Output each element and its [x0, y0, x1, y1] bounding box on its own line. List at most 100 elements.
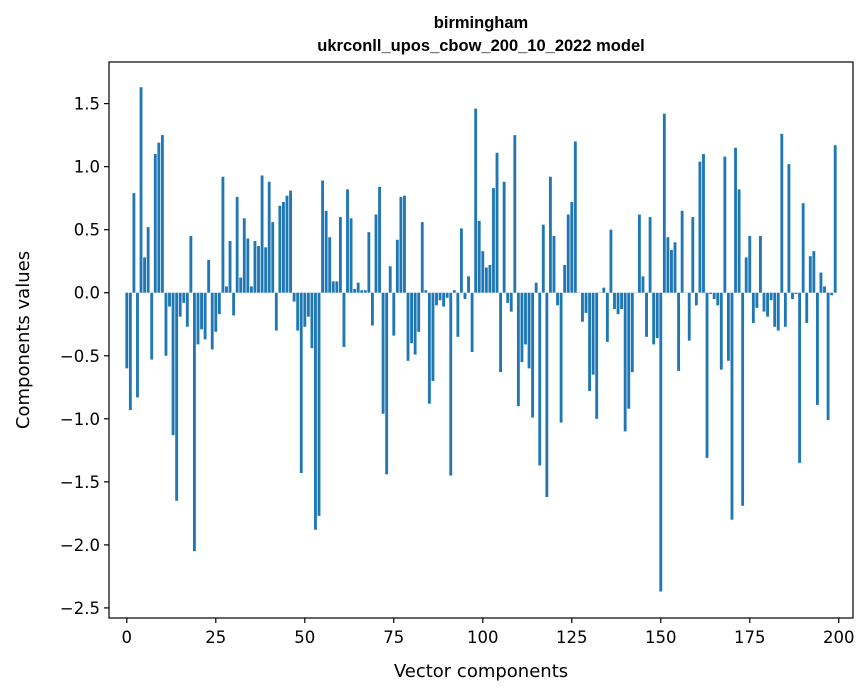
- chart-title: birmingham: [434, 14, 528, 32]
- bar-component-72: [381, 292, 385, 414]
- bar-component-98: [474, 108, 478, 293]
- bar-component-87: [435, 292, 438, 306]
- bar-component-165: [712, 292, 716, 300]
- x-axis-ticks: 0 25 50 75 100 125 150 175 200: [122, 618, 855, 647]
- bar-component-196: [823, 286, 826, 293]
- bar-component-77: [399, 196, 403, 293]
- bar-component-23: [207, 259, 211, 293]
- bar-component-7: [150, 292, 154, 360]
- bar-component-168: [723, 156, 727, 293]
- bar-component-21: [200, 292, 203, 330]
- bar-component-105: [499, 292, 503, 373]
- bar-component-194: [815, 292, 819, 405]
- bar-component-61: [342, 292, 346, 347]
- bar-component-13: [171, 292, 175, 436]
- bar-component-101: [484, 267, 488, 293]
- bar-component-53: [314, 292, 317, 530]
- bar-component-186: [787, 164, 791, 293]
- bar-component-178: [759, 235, 762, 293]
- bar-component-146: [645, 292, 648, 337]
- bar-component-149: [655, 292, 659, 339]
- bar-component-144: [637, 214, 641, 293]
- bar-component-40: [267, 181, 271, 293]
- bar-component-154: [673, 242, 677, 293]
- bar-component-56: [324, 210, 328, 293]
- chart-subtitle: ukrconll_upos_cbow_200_10_2022 model: [317, 37, 644, 55]
- bar-component-66: [360, 290, 364, 293]
- bar-component-76: [395, 239, 399, 293]
- bar-component-179: [762, 292, 766, 312]
- bar-component-50: [303, 292, 307, 327]
- y-tick-label: 0.5: [74, 221, 100, 240]
- bar-component-189: [798, 292, 802, 463]
- bar-component-156: [680, 210, 684, 293]
- bar-component-170: [730, 292, 734, 520]
- bar-component-82: [417, 292, 421, 332]
- bar-component-138: [616, 292, 620, 315]
- bar-component-1: [128, 292, 132, 410]
- y-axis-ticks: −2.5 −2.0 −1.5 −1.0 −0.5 0.0 0.5 1.0 1.5: [60, 95, 109, 618]
- bar-component-167: [719, 292, 723, 370]
- bar-component-52: [310, 292, 314, 349]
- bar-component-180: [766, 292, 769, 317]
- bar-component-3: [136, 292, 139, 398]
- bar-component-34: [246, 238, 250, 293]
- bar-component-130: [588, 292, 591, 392]
- bar-component-159: [691, 217, 695, 293]
- bar-component-27: [221, 176, 225, 293]
- bar-component-14: [175, 292, 179, 501]
- x-tick-label: 75: [383, 628, 404, 647]
- bar-component-85: [427, 292, 431, 404]
- bar-component-155: [677, 292, 680, 371]
- bar-component-181: [769, 292, 773, 301]
- bar-component-71: [378, 186, 381, 293]
- bar-component-59: [335, 281, 339, 293]
- bar-component-120: [552, 235, 556, 293]
- bar-component-96: [467, 276, 470, 293]
- bar-component-49: [299, 292, 303, 474]
- y-tick-label: −1.0: [60, 410, 100, 429]
- bar-component-0: [125, 292, 129, 369]
- bar-component-191: [805, 292, 809, 323]
- bar-component-79: [406, 292, 410, 361]
- bar-component-136: [609, 229, 613, 293]
- bar-component-47: [292, 292, 296, 302]
- bar-component-45: [285, 195, 289, 293]
- bar-component-199: [833, 145, 837, 293]
- bar-component-29: [228, 241, 232, 293]
- bar-component-9: [157, 142, 161, 293]
- bar-component-107: [506, 292, 510, 303]
- bar-component-99: [477, 220, 481, 293]
- bar-component-74: [388, 266, 392, 293]
- bar-component-162: [702, 154, 705, 293]
- bar-component-169: [726, 292, 730, 361]
- bar-component-83: [420, 222, 424, 293]
- bar-component-10: [160, 135, 164, 293]
- bar-component-134: [602, 287, 606, 293]
- bar-component-150: [659, 292, 663, 592]
- bar-component-142: [630, 292, 634, 373]
- bar-component-139: [620, 292, 624, 310]
- bar-component-148: [652, 292, 656, 345]
- bar-component-122: [559, 292, 563, 423]
- bar-component-187: [791, 292, 794, 300]
- bar-component-145: [641, 276, 645, 293]
- bar-component-30: [232, 292, 236, 316]
- x-tick-label: 50: [294, 628, 315, 647]
- bar-component-116: [538, 292, 542, 466]
- bar-component-190: [801, 203, 805, 293]
- bar-component-68: [367, 232, 371, 293]
- bar-component-158: [687, 292, 691, 341]
- plot-area-frame: [108, 61, 854, 619]
- bar-component-22: [203, 292, 207, 340]
- bar-component-126: [573, 141, 577, 293]
- bar-component-78: [403, 195, 406, 293]
- bar-component-90: [445, 292, 449, 298]
- bar-component-81: [413, 292, 417, 355]
- bar-component-28: [225, 286, 228, 293]
- bar-component-17: [185, 292, 189, 327]
- bar-component-103: [492, 188, 495, 293]
- bar-component-5: [143, 257, 147, 293]
- bar-component-102: [488, 264, 492, 293]
